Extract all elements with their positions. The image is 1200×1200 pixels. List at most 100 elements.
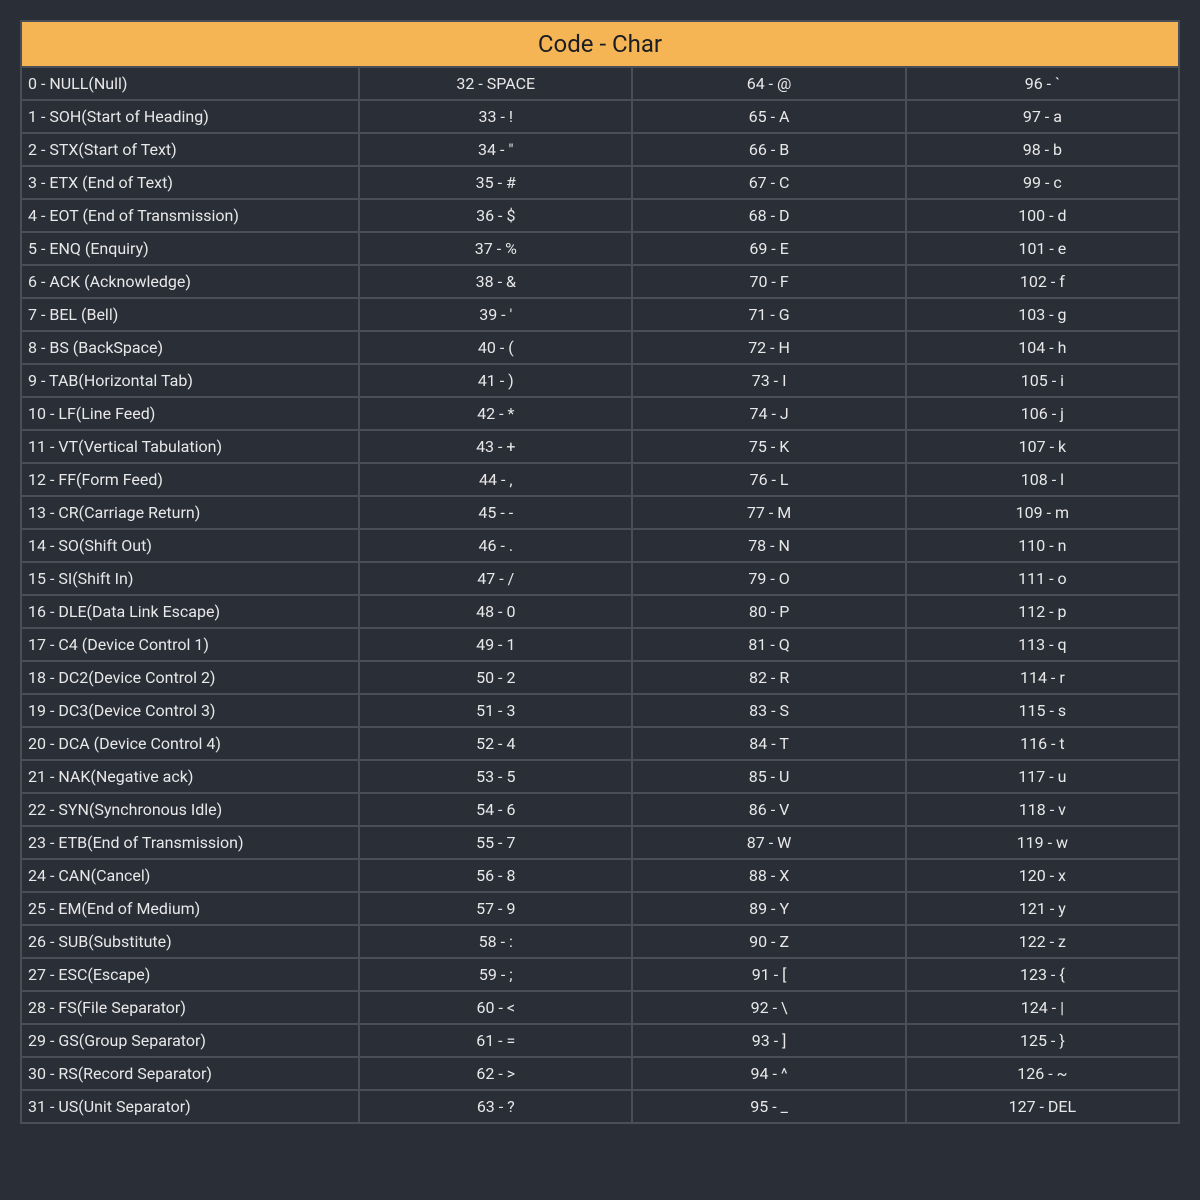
table-cell: 19 - DC3(Device Control 3) (21, 694, 359, 727)
table-row: 15 - SI(Shift In)47 - /79 - O111 - o (21, 562, 1179, 595)
table-cell: 109 - m (906, 496, 1179, 529)
table-cell: 44 - , (359, 463, 632, 496)
table-cell: 111 - o (906, 562, 1179, 595)
table-cell: 63 - ? (359, 1090, 632, 1123)
table-cell: 57 - 9 (359, 892, 632, 925)
table-cell: 46 - . (359, 529, 632, 562)
table-cell: 42 - * (359, 397, 632, 430)
table-cell: 99 - c (906, 166, 1179, 199)
table-cell: 64 - @ (632, 67, 905, 100)
table-cell: 107 - k (906, 430, 1179, 463)
table-cell: 124 - | (906, 991, 1179, 1024)
table-cell: 14 - SO(Shift Out) (21, 529, 359, 562)
table-cell: 54 - 6 (359, 793, 632, 826)
table-row: 9 - TAB(Horizontal Tab)41 - )73 - I105 -… (21, 364, 1179, 397)
table-cell: 25 - EM(End of Medium) (21, 892, 359, 925)
table-cell: 1 - SOH(Start of Heading) (21, 100, 359, 133)
table-cell: 8 - BS (BackSpace) (21, 331, 359, 364)
table-cell: 116 - t (906, 727, 1179, 760)
table-cell: 71 - G (632, 298, 905, 331)
table-cell: 112 - p (906, 595, 1179, 628)
table-cell: 127 - DEL (906, 1090, 1179, 1123)
table-cell: 53 - 5 (359, 760, 632, 793)
table-cell: 49 - 1 (359, 628, 632, 661)
table-cell: 34 - " (359, 133, 632, 166)
table-cell: 43 - + (359, 430, 632, 463)
table-cell: 50 - 2 (359, 661, 632, 694)
table-row: 22 - SYN(Synchronous Idle)54 - 686 - V11… (21, 793, 1179, 826)
table-cell: 5 - ENQ (Enquiry) (21, 232, 359, 265)
table-row: 29 - GS(Group Separator)61 - =93 - ]125 … (21, 1024, 1179, 1057)
table-cell: 97 - a (906, 100, 1179, 133)
table-row: 18 - DC2(Device Control 2)50 - 282 - R11… (21, 661, 1179, 694)
table-cell: 3 - ETX (End of Text) (21, 166, 359, 199)
table-cell: 65 - A (632, 100, 905, 133)
table-cell: 102 - f (906, 265, 1179, 298)
table-row: 2 - STX(Start of Text)34 - "66 - B98 - b (21, 133, 1179, 166)
table-cell: 56 - 8 (359, 859, 632, 892)
table-cell: 12 - FF(Form Feed) (21, 463, 359, 496)
table-row: 6 - ACK (Acknowledge)38 - &70 - F102 - f (21, 265, 1179, 298)
table-cell: 103 - g (906, 298, 1179, 331)
table-cell: 62 - > (359, 1057, 632, 1090)
table-cell: 98 - b (906, 133, 1179, 166)
table-cell: 125 - } (906, 1024, 1179, 1057)
table-cell: 78 - N (632, 529, 905, 562)
table-cell: 28 - FS(File Separator) (21, 991, 359, 1024)
table-row: 8 - BS (BackSpace)40 - (72 - H104 - h (21, 331, 1179, 364)
table-cell: 119 - w (906, 826, 1179, 859)
table-cell: 83 - S (632, 694, 905, 727)
table-cell: 59 - ; (359, 958, 632, 991)
table-cell: 123 - { (906, 958, 1179, 991)
table-row: 3 - ETX (End of Text)35 - #67 - C99 - c (21, 166, 1179, 199)
table-row: 28 - FS(File Separator)60 - <92 - \124 -… (21, 991, 1179, 1024)
table-cell: 81 - Q (632, 628, 905, 661)
table-row: 10 - LF(Line Feed)42 - *74 - J106 - j (21, 397, 1179, 430)
table-cell: 41 - ) (359, 364, 632, 397)
table-cell: 16 - DLE(Data Link Escape) (21, 595, 359, 628)
table-header: Code - Char (21, 21, 1179, 67)
table-row: 17 - C4 (Device Control 1)49 - 181 - Q11… (21, 628, 1179, 661)
table-cell: 76 - L (632, 463, 905, 496)
table-cell: 95 - _ (632, 1090, 905, 1123)
table-row: 7 - BEL (Bell)39 - '71 - G103 - g (21, 298, 1179, 331)
table-row: 21 - NAK(Negative ack)53 - 585 - U117 - … (21, 760, 1179, 793)
table-cell: 82 - R (632, 661, 905, 694)
table-row: 23 - ETB(End of Transmission)55 - 787 - … (21, 826, 1179, 859)
table-cell: 6 - ACK (Acknowledge) (21, 265, 359, 298)
table-cell: 21 - NAK(Negative ack) (21, 760, 359, 793)
table-cell: 40 - ( (359, 331, 632, 364)
table-cell: 30 - RS(Record Separator) (21, 1057, 359, 1090)
table-cell: 94 - ^ (632, 1057, 905, 1090)
table-cell: 60 - < (359, 991, 632, 1024)
table-cell: 79 - O (632, 562, 905, 595)
table-cell: 87 - W (632, 826, 905, 859)
table-cell: 4 - EOT (End of Transmission) (21, 199, 359, 232)
table-row: 27 - ESC(Escape)59 - ;91 - [123 - { (21, 958, 1179, 991)
table-cell: 26 - SUB(Substitute) (21, 925, 359, 958)
table-cell: 85 - U (632, 760, 905, 793)
table-cell: 100 - d (906, 199, 1179, 232)
table-cell: 120 - x (906, 859, 1179, 892)
table-cell: 115 - s (906, 694, 1179, 727)
table-cell: 51 - 3 (359, 694, 632, 727)
table-cell: 24 - CAN(Cancel) (21, 859, 359, 892)
table-cell: 92 - \ (632, 991, 905, 1024)
table-cell: 55 - 7 (359, 826, 632, 859)
table-row: 30 - RS(Record Separator)62 - >94 - ^126… (21, 1057, 1179, 1090)
table-cell: 74 - J (632, 397, 905, 430)
table-row: 4 - EOT (End of Transmission)36 - $68 - … (21, 199, 1179, 232)
table-cell: 96 - ` (906, 67, 1179, 100)
table-cell: 9 - TAB(Horizontal Tab) (21, 364, 359, 397)
table-cell: 72 - H (632, 331, 905, 364)
table-cell: 58 - : (359, 925, 632, 958)
table-cell: 27 - ESC(Escape) (21, 958, 359, 991)
table-row: 24 - CAN(Cancel)56 - 888 - X120 - x (21, 859, 1179, 892)
table-cell: 114 - r (906, 661, 1179, 694)
table-cell: 39 - ' (359, 298, 632, 331)
table-row: 5 - ENQ (Enquiry)37 - %69 - E101 - e (21, 232, 1179, 265)
table-cell: 37 - % (359, 232, 632, 265)
table-cell: 69 - E (632, 232, 905, 265)
table-cell: 10 - LF(Line Feed) (21, 397, 359, 430)
table-cell: 113 - q (906, 628, 1179, 661)
